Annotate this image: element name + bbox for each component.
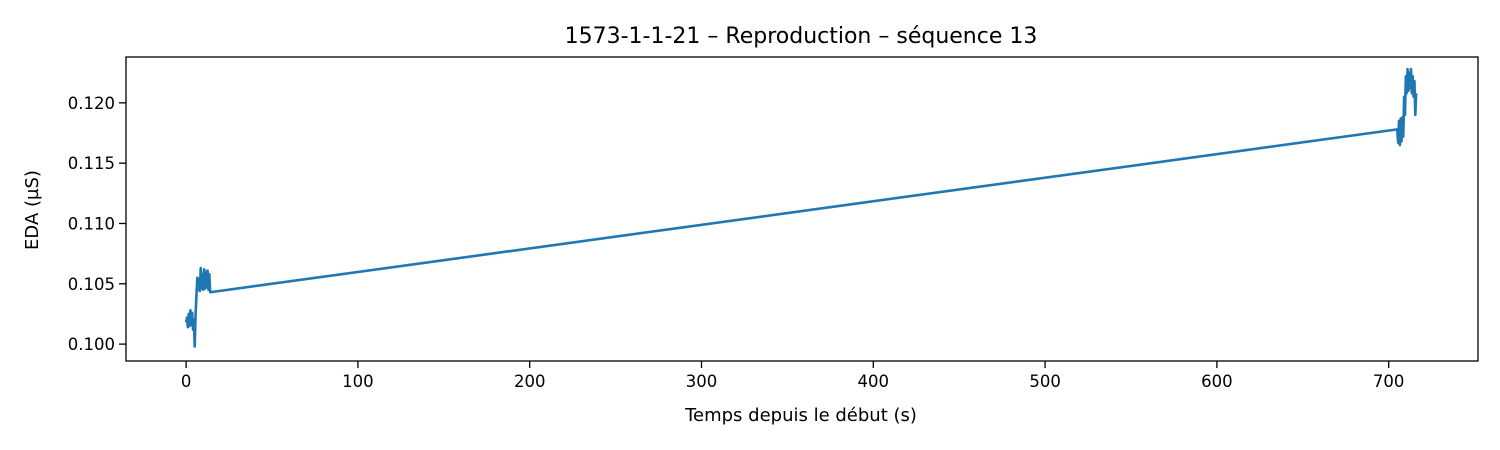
- x-tick-label: 200: [514, 372, 546, 391]
- chart-title: 1573-1-1-21 – Reproduction – séquence 13: [565, 24, 1038, 49]
- plot-area: [184, 67, 1418, 348]
- y-tick-label: 0.110: [68, 214, 115, 233]
- x-tick-label: 600: [1201, 372, 1233, 391]
- x-tick-label: 700: [1373, 372, 1405, 391]
- y-axis: 0.100 0.105 0.110 0.115 0.120: [68, 94, 126, 354]
- y-tick-label: 0.100: [68, 335, 115, 354]
- series-line-0: [184, 67, 1418, 348]
- y-tick-label: 0.105: [68, 275, 115, 294]
- x-tick-label: 0: [181, 372, 192, 391]
- y-tick-label: 0.120: [68, 94, 115, 113]
- x-tick-label: 400: [858, 372, 890, 391]
- x-axis: 0 100 200 300 400 500 600 700: [181, 361, 1405, 391]
- x-tick-label: 500: [1029, 372, 1061, 391]
- y-tick-label: 0.115: [68, 154, 115, 173]
- axes-frame: [125, 56, 1479, 362]
- y-axis-label: EDA (µS): [22, 170, 43, 250]
- x-tick-label: 100: [342, 372, 374, 391]
- x-axis-label: Temps depuis le début (s): [684, 405, 917, 426]
- x-tick-label: 300: [686, 372, 718, 391]
